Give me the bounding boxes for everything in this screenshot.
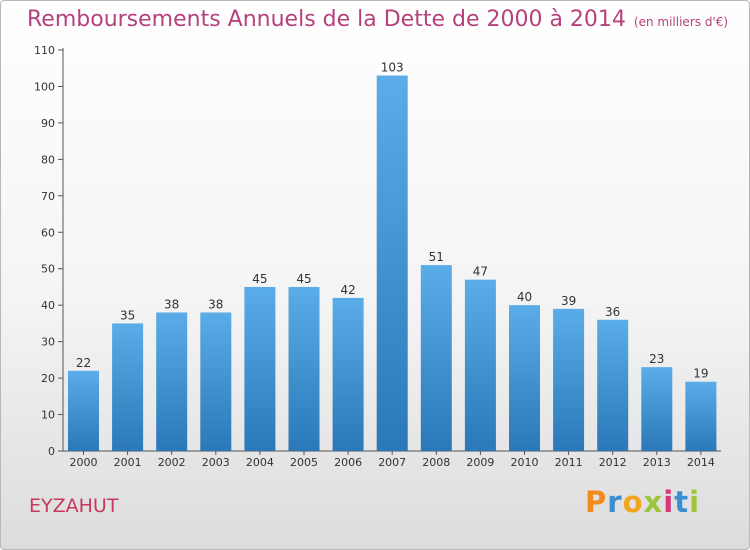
y-tick-label: 90: [41, 117, 55, 130]
chart-labels: 2000 22 2001 35 2002 38 2003 38 2004 45 2005 45 2006…: [70, 61, 715, 469]
bar-2012: [597, 319, 629, 451]
data-label: 47: [473, 265, 488, 279]
y-tick-label: 30: [41, 336, 55, 349]
bar-2014: [685, 381, 717, 451]
y-tick-label: 20: [41, 372, 55, 385]
x-tick-label: 2008: [422, 456, 450, 469]
x-tick-label: 2012: [599, 456, 627, 469]
chart-unit: (en milliers d'€): [633, 15, 729, 29]
data-label: 45: [296, 272, 311, 286]
data-label: 103: [381, 61, 404, 75]
chart-title-text: Remboursements Annuels de la Dette de 20…: [27, 7, 626, 32]
x-tick-label: 2000: [70, 456, 98, 469]
bar-2009: [464, 279, 496, 451]
data-label: 35: [120, 308, 135, 322]
bar-2010: [509, 305, 540, 451]
y-tick-label: 10: [41, 409, 55, 422]
y-tick-label: 100: [34, 80, 55, 93]
bar-2001: [112, 323, 144, 451]
x-tick-label: 2013: [643, 456, 671, 469]
data-label: 36: [605, 305, 620, 319]
data-label: 45: [252, 272, 267, 286]
data-label: 39: [561, 294, 576, 308]
chart-bars: [68, 75, 717, 451]
x-tick-label: 2004: [246, 456, 274, 469]
data-label: 42: [340, 283, 355, 297]
x-tick-label: 2009: [466, 456, 494, 469]
x-tick-label: 2001: [114, 456, 142, 469]
y-tick-label: 70: [41, 190, 55, 203]
bar-2006: [332, 297, 364, 451]
bar-2008: [420, 265, 452, 451]
x-tick-label: 2002: [158, 456, 186, 469]
bar-2000: [68, 370, 99, 451]
y-tick-label: 60: [41, 226, 55, 239]
logo-letter: P: [585, 485, 608, 519]
bar-2007: [376, 75, 408, 451]
bar-2003: [200, 312, 232, 451]
commune-name: EYZAHUT: [29, 495, 119, 517]
logo-letter: x: [643, 485, 664, 519]
y-tick-label: 0: [48, 445, 55, 458]
bar-2005: [288, 286, 320, 451]
bar-2013: [641, 367, 673, 451]
data-label: 38: [208, 297, 223, 311]
bar-2002: [156, 312, 188, 451]
x-tick-label: 2003: [202, 456, 230, 469]
logo-letter: o: [622, 485, 644, 519]
logo-letter: r: [607, 485, 623, 519]
y-tick-label: 110: [34, 44, 55, 57]
data-label: 23: [649, 352, 664, 366]
logo-letter: t: [674, 485, 690, 519]
x-tick-label: 2011: [555, 456, 583, 469]
data-label: 38: [164, 297, 179, 311]
y-tick-label: 40: [41, 299, 55, 312]
bar-2011: [553, 308, 585, 451]
x-tick-label: 2006: [334, 456, 362, 469]
x-tick-label: 2007: [378, 456, 406, 469]
y-tick-label: 80: [41, 153, 55, 166]
data-label: 40: [517, 290, 532, 304]
chart-title: Remboursements Annuels de la Dette de 20…: [27, 7, 728, 32]
data-label: 51: [429, 250, 444, 264]
logo-letter: i: [663, 485, 675, 519]
data-label: 22: [76, 356, 91, 370]
proxiti-logo: Proxiti: [585, 485, 700, 519]
y-tick-label: 50: [41, 263, 55, 276]
x-tick-label: 2010: [511, 456, 539, 469]
logo-letter: i: [689, 485, 701, 519]
x-tick-label: 2014: [687, 456, 715, 469]
data-label: 19: [693, 367, 708, 381]
x-tick-label: 2005: [290, 456, 318, 469]
bar-2004: [244, 286, 276, 451]
